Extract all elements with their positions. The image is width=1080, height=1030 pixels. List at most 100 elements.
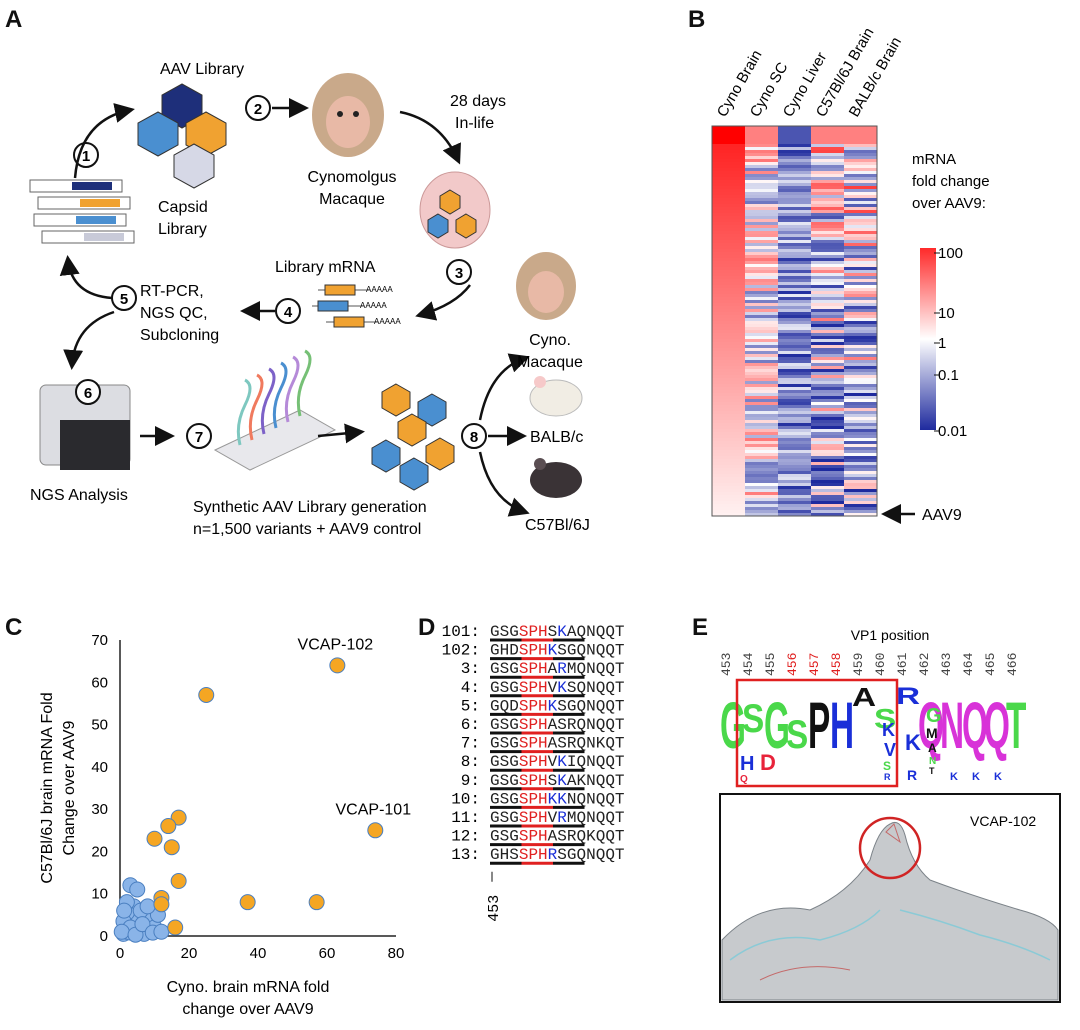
svg-text:M: M <box>926 725 938 741</box>
heatmap-cell <box>811 207 844 210</box>
heatmap-cell <box>778 486 811 489</box>
heatmap-cell <box>844 465 877 468</box>
heatmap-cell <box>712 399 745 402</box>
heatmap-cell <box>778 219 811 222</box>
aav9-label: AAV9 <box>922 507 962 524</box>
seq-id: 11: <box>451 809 480 827</box>
heatmap-border <box>711 125 878 517</box>
heatmap-cell <box>778 144 811 147</box>
heatmap-cell <box>745 477 778 480</box>
heatmap-cell <box>844 444 877 447</box>
heatmap-cell <box>778 189 811 192</box>
heatmap-cell <box>745 138 778 141</box>
heatmap-cell <box>811 480 844 483</box>
seq-id: 12: <box>451 828 480 846</box>
heatmap-cell <box>778 423 811 426</box>
rtpcr-label-2: NGS QC, <box>140 305 208 322</box>
heatmap-cell <box>745 279 778 282</box>
heatmap-cell <box>844 345 877 348</box>
heatmap-cell <box>745 384 778 387</box>
heatmap-cell <box>745 231 778 234</box>
heatmap-cell <box>745 444 778 447</box>
heatmap-cell <box>712 327 745 330</box>
heatmap-cell <box>712 156 745 159</box>
mrna-icon: AAAAA AAAAA AAAAA <box>312 284 401 328</box>
heatmap-cell <box>712 321 745 324</box>
scatter-annotation: VCAP-102 <box>298 636 374 653</box>
heatmap-cell <box>745 177 778 180</box>
heatmap-cell <box>745 159 778 162</box>
heatmap-cell <box>844 309 877 312</box>
heatmap-cell <box>844 507 877 510</box>
heatmap-cell <box>745 354 778 357</box>
heatmap-cell <box>778 369 811 372</box>
heatmap-cell <box>844 207 877 210</box>
svg-text:K: K <box>905 730 921 755</box>
heatmap-cell <box>811 327 844 330</box>
heatmap-cell <box>844 408 877 411</box>
heatmap-cell <box>811 132 844 135</box>
heatmap-cell <box>844 432 877 435</box>
heatmap-cell <box>712 306 745 309</box>
heatmap-cell <box>811 372 844 375</box>
heatmap-cell <box>844 402 877 405</box>
heatmap-cell <box>778 492 811 495</box>
heatmap-cell <box>745 270 778 273</box>
heatmap-cell <box>745 321 778 324</box>
heatmap-cell <box>712 486 745 489</box>
heatmap-cell <box>745 441 778 444</box>
heatmap-cell <box>745 480 778 483</box>
synthetic-library-label: Synthetic AAV Library generation <box>193 499 427 516</box>
heatmap-cell <box>712 354 745 357</box>
heatmap-cell <box>745 468 778 471</box>
heatmap-cell <box>778 192 811 195</box>
heatmap-cell <box>811 144 844 147</box>
heatmap-cell <box>778 165 811 168</box>
heatmap-cell <box>778 132 811 135</box>
heatmap-cell <box>811 390 844 393</box>
library-mrna-label: Library mRNA <box>275 259 376 276</box>
heatmap-cell <box>712 498 745 501</box>
heatmap-cell <box>745 261 778 264</box>
heatmap-cell <box>811 279 844 282</box>
heatmap-cell <box>745 387 778 390</box>
heatmap-cell <box>745 276 778 279</box>
heatmap-cell <box>745 390 778 393</box>
y-tick-label: 0 <box>100 928 108 945</box>
heatmap-cell <box>844 456 877 459</box>
heatmap-cell <box>811 156 844 159</box>
heatmap-cell <box>844 135 877 138</box>
heatmap-cell <box>844 315 877 318</box>
heatmap-cell <box>778 324 811 327</box>
heatmap-cell <box>844 411 877 414</box>
heatmap-cell <box>844 192 877 195</box>
heatmap-cell <box>811 462 844 465</box>
heatmap-cell <box>844 363 877 366</box>
heatmap-cell <box>778 243 811 246</box>
step-6: 6 <box>75 379 101 405</box>
scatter-points <box>113 657 384 943</box>
legend-tick-0.01: 0.01 <box>938 423 967 440</box>
heatmap-cell <box>811 315 844 318</box>
heatmap-cell <box>844 333 877 336</box>
logo-letter: S <box>786 712 808 757</box>
heatmap-cell <box>712 255 745 258</box>
seq-text: GSGSPHSKAKNQQT <box>490 772 625 790</box>
heatmap-cell <box>778 426 811 429</box>
heatmap-cell <box>811 360 844 363</box>
heatmap-cell <box>712 339 745 342</box>
heatmap-cell <box>811 513 844 516</box>
heatmap-cell <box>844 321 877 324</box>
heatmap-cell <box>712 141 745 144</box>
heatmap-cell <box>745 453 778 456</box>
heatmap-cell <box>811 192 844 195</box>
heatmap-cell <box>712 393 745 396</box>
heatmap-cell <box>745 348 778 351</box>
heatmap-cell <box>844 327 877 330</box>
heatmap-cell <box>811 186 844 189</box>
svg-text:AAAAA: AAAAA <box>374 317 401 326</box>
svg-text:Q: Q <box>740 774 748 785</box>
heatmap-cell <box>745 363 778 366</box>
logo-letter: Q <box>962 690 988 763</box>
y-tick-label: 40 <box>91 759 108 776</box>
